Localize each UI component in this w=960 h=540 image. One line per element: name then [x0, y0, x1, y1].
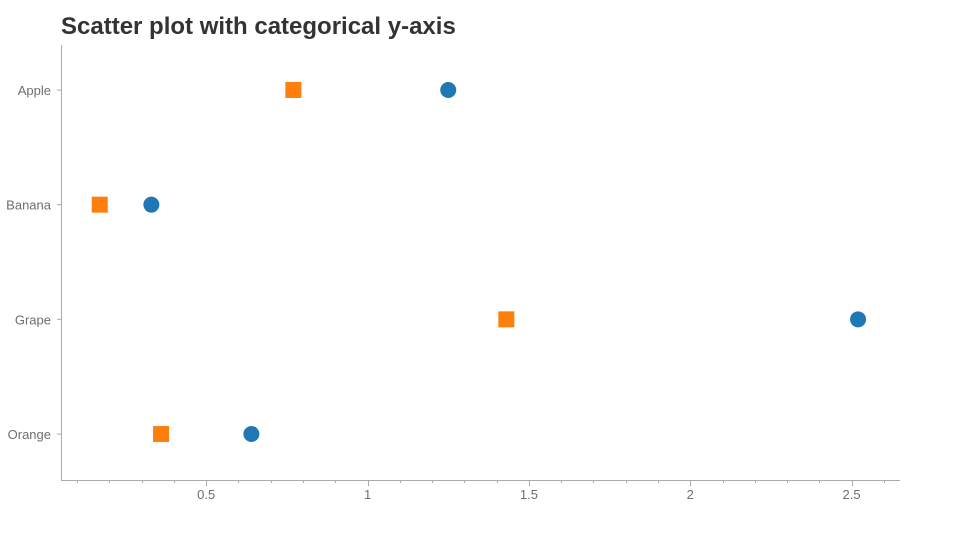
y-tick-label: Banana: [6, 198, 52, 213]
y-axis-labels: Apple Banana Grape Orange: [6, 83, 52, 442]
data-point-circle: [243, 426, 260, 443]
data-point-square: [285, 82, 302, 98]
x-tick-label: 2: [687, 487, 694, 502]
data-point-square: [153, 426, 170, 443]
y-tick-label: Orange: [8, 427, 51, 442]
data-point-circle: [850, 311, 867, 328]
chart-title: Scatter plot with categorical y-axis: [61, 13, 456, 40]
x-tick-label: 1: [364, 487, 371, 502]
axes-group: [57, 45, 900, 486]
data-point-circle: [143, 196, 160, 213]
y-tick-label: Grape: [15, 312, 51, 327]
x-axis-ticks: 0.5 1 1.5 2 2.5: [197, 487, 860, 502]
x-tick-label: 2.5: [843, 487, 861, 502]
x-tick-label: 1.5: [520, 487, 538, 502]
data-marks: [91, 82, 867, 443]
data-point-square: [498, 311, 515, 328]
y-tick-label: Apple: [18, 83, 51, 98]
x-tick-label: 0.5: [197, 487, 215, 502]
data-point-circle: [440, 82, 457, 98]
data-point-square: [91, 196, 108, 213]
